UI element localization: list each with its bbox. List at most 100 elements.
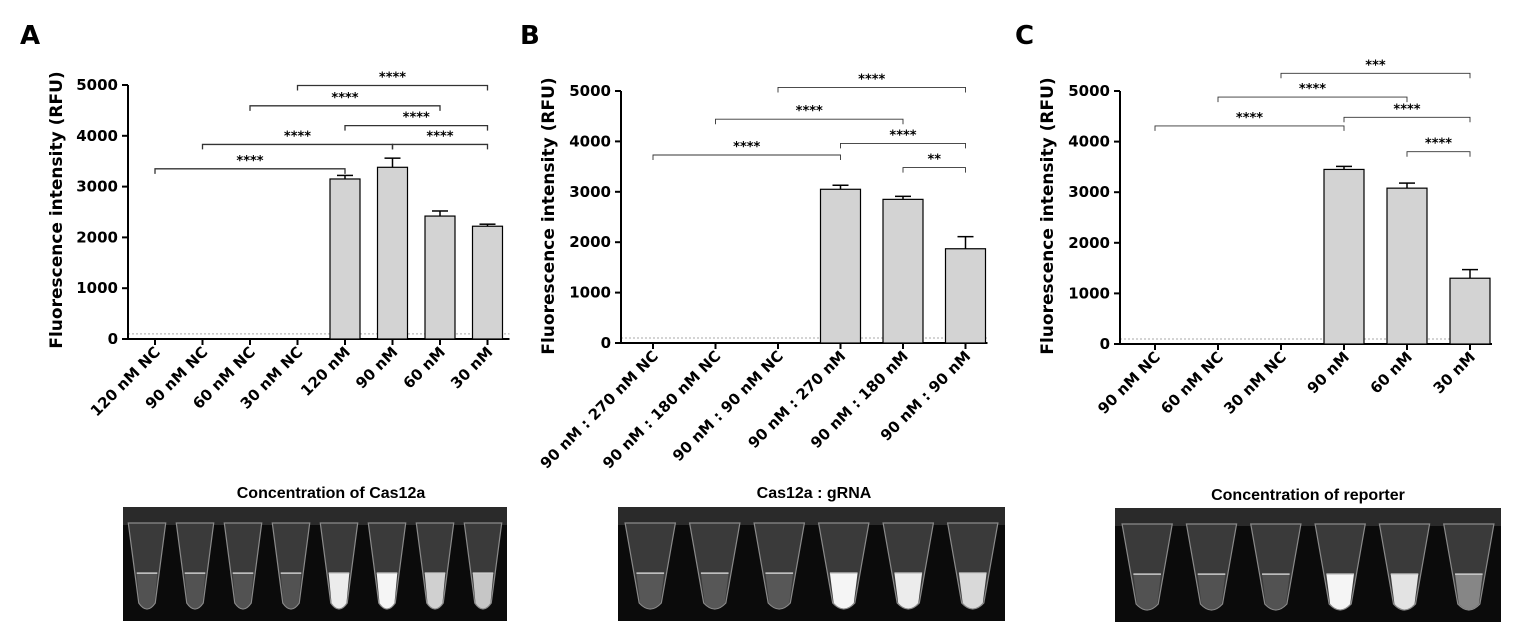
significance-bracket xyxy=(1343,116,1471,123)
x-category-label: 90 nM : 180 nM NC xyxy=(599,347,724,472)
y-tick-label: 2000 xyxy=(76,228,118,246)
tube xyxy=(1378,523,1431,611)
significance-bracket xyxy=(715,118,904,125)
significance-bracket xyxy=(840,142,966,149)
tube-liquid xyxy=(184,573,206,609)
significance-bracket xyxy=(344,124,489,131)
x-category-label: 90 nM : 90 nM NC xyxy=(669,347,787,465)
significance-label: *** xyxy=(1365,58,1386,73)
tube-photo-b xyxy=(618,507,1005,621)
y-tick-label: 4000 xyxy=(76,127,118,145)
y-tick-label: 0 xyxy=(108,330,118,348)
x-category-label: 60 nM NC xyxy=(1157,348,1227,418)
bar xyxy=(424,215,456,340)
significance-label: **** xyxy=(1425,137,1452,152)
y-tick-label: 0 xyxy=(1100,335,1110,353)
photo-title-b: Cas12a : gRNA xyxy=(757,485,872,502)
y-tick-label: 1000 xyxy=(1068,284,1110,302)
bar xyxy=(1386,187,1428,345)
significance-label: **** xyxy=(403,111,430,126)
significance-bracket xyxy=(201,143,394,150)
photo-background xyxy=(618,507,1005,621)
chart-panel-a: Fluorescence intensity (RFU) 0 1000 2000 300… xyxy=(47,71,510,420)
y-tick-label: 5000 xyxy=(569,82,611,100)
tube xyxy=(882,522,935,610)
photo-cap-rim xyxy=(618,507,1005,525)
tube-liquid xyxy=(424,573,446,609)
photo-title-a: Concentration of Cas12a xyxy=(237,485,426,502)
significance-bracket xyxy=(652,154,841,161)
tube xyxy=(688,522,741,610)
tube xyxy=(319,522,359,610)
significance-label: ** xyxy=(927,153,941,168)
y-tick-label: 4000 xyxy=(569,132,611,150)
tube-liquid xyxy=(636,573,665,609)
tube xyxy=(946,522,999,610)
x-category-label: 120 nM xyxy=(297,343,354,400)
significance-label: **** xyxy=(1299,82,1326,97)
panel-letter-a: A xyxy=(20,21,40,51)
x-category-label: 90 nM NC xyxy=(1094,348,1164,418)
bar xyxy=(1323,168,1365,345)
tube xyxy=(1121,523,1173,611)
tube-liquid xyxy=(376,573,398,609)
bar xyxy=(819,188,862,344)
tube-liquid xyxy=(1197,574,1226,610)
significance-bracket xyxy=(391,143,489,150)
tube-liquid xyxy=(1390,574,1419,610)
significance-bracket xyxy=(249,105,441,111)
tube xyxy=(271,522,311,610)
panel-letter-c: C xyxy=(1015,21,1034,51)
x-category-label: 30 nM xyxy=(1430,348,1479,397)
tube xyxy=(463,522,503,610)
tube xyxy=(1250,523,1302,611)
y-tick-label: 3000 xyxy=(1068,183,1110,201)
significance-label: **** xyxy=(889,128,916,143)
tube-liquid xyxy=(1326,574,1354,610)
significance-bracket xyxy=(777,87,966,93)
bar xyxy=(376,166,409,340)
y-axis-label: Fluorescence intensity (RFU) xyxy=(539,77,559,354)
significance-bracket xyxy=(154,168,346,174)
tube-liquid xyxy=(765,573,794,609)
significance-label: **** xyxy=(796,104,823,119)
tube xyxy=(127,522,167,610)
panel-letter-b: B xyxy=(520,21,540,51)
significance-label: **** xyxy=(1393,102,1420,117)
photo-cap-rim xyxy=(123,507,507,525)
tube-liquid xyxy=(280,573,302,609)
bar xyxy=(882,198,924,344)
y-tick-label: 3000 xyxy=(76,178,118,196)
y-tick-label: 0 xyxy=(601,334,611,352)
tube-liquid xyxy=(1262,574,1290,610)
chart-panel-b: Fluorescence intensity (RFU) 0 1000 2000 300… xyxy=(537,72,988,472)
significance-bracket xyxy=(902,167,966,173)
tube xyxy=(624,522,677,610)
tube xyxy=(223,522,263,610)
x-category-label: 90 nM xyxy=(352,343,401,392)
x-category-label: 60 nM xyxy=(1367,348,1416,397)
significance-label: **** xyxy=(733,140,760,155)
chart-panel-c: Fluorescence intensity (RFU) 0 1000 2000 300… xyxy=(1038,58,1492,418)
x-category-label: 90 nM xyxy=(1304,348,1353,397)
significance-label: **** xyxy=(236,154,263,169)
tube-liquid xyxy=(1455,574,1483,610)
tube-liquid xyxy=(1133,574,1161,610)
y-tick-label: 1000 xyxy=(569,284,611,302)
significance-bracket xyxy=(1280,72,1471,79)
significance-label: **** xyxy=(858,72,885,87)
significance-bracket xyxy=(296,84,489,91)
tube-liquid xyxy=(958,573,987,609)
x-category-label: 30 nM NC xyxy=(1220,348,1290,418)
bar xyxy=(1449,277,1491,345)
tube xyxy=(367,522,407,610)
y-tick-label: 2000 xyxy=(1068,234,1110,252)
y-axis-label: Fluorescence intensity (RFU) xyxy=(1038,77,1058,354)
tube-liquid xyxy=(232,573,254,609)
y-tick-label: 3000 xyxy=(569,183,611,201)
bar xyxy=(944,248,987,344)
y-axis-label: Fluorescence intensity (RFU) xyxy=(47,71,67,348)
tube xyxy=(1314,523,1366,611)
tube-liquid xyxy=(829,573,858,609)
